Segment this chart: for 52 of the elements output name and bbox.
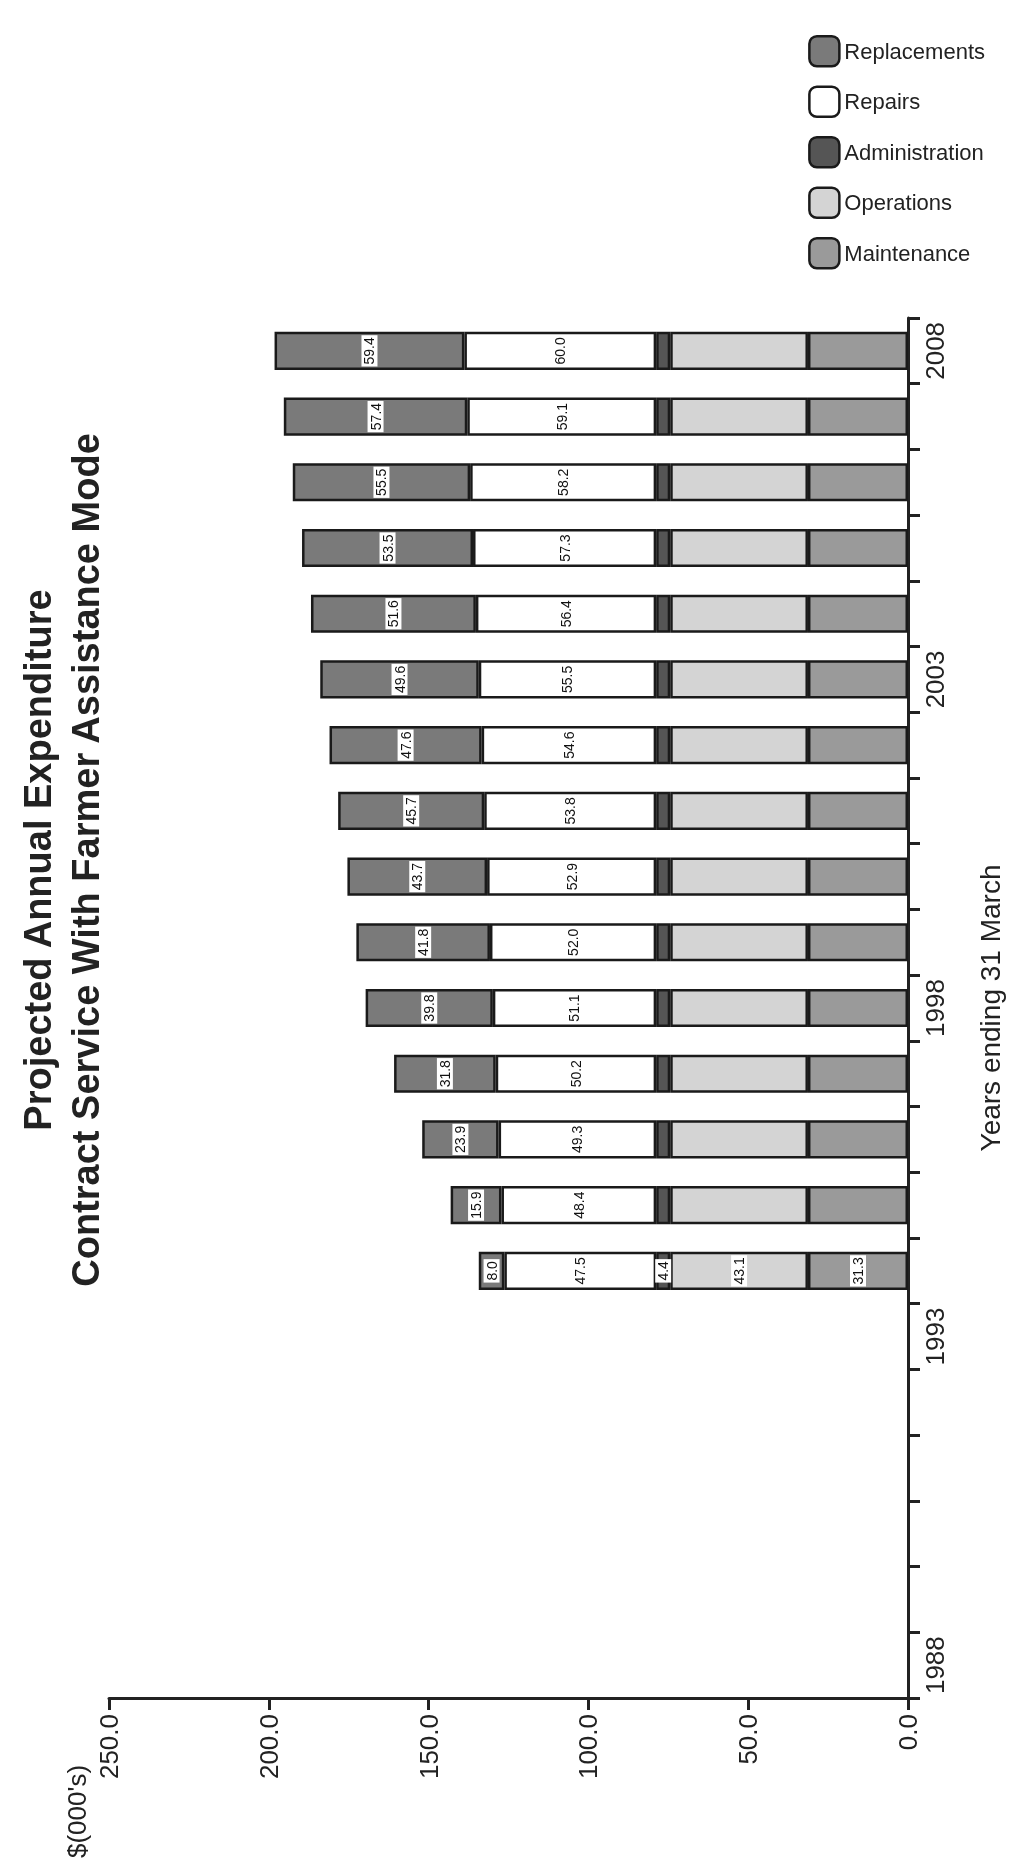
text: Projected Annual Expenditure Contract Service With Farmer Assistance Mode xyxy=(17,433,107,1287)
data-label: 43.7 xyxy=(409,862,426,891)
legend-label: Administration xyxy=(844,139,984,165)
data-label: 58.2 xyxy=(555,468,572,496)
data-label: 49.3 xyxy=(569,1125,586,1154)
data-label: 8.0 xyxy=(483,1260,500,1281)
data-label: 51.1 xyxy=(566,994,583,1022)
data-label: 41.8 xyxy=(415,928,432,956)
data-label: 15.9 xyxy=(468,1191,485,1219)
data-label: 43.1 xyxy=(731,1257,748,1285)
x-tick-label: 0.0 xyxy=(893,1714,923,1751)
data-label: 45.7 xyxy=(403,797,420,825)
data-label: 55.5 xyxy=(373,468,390,496)
x-tick-label: 250.0 xyxy=(94,1714,124,1780)
data-label: 53.5 xyxy=(379,534,396,562)
legend-label: Repairs xyxy=(844,89,921,115)
data-label: 56.4 xyxy=(558,599,575,628)
x-tick-label: 200.0 xyxy=(253,1714,284,1780)
data-label: 23.9 xyxy=(452,1125,469,1154)
data-label: 52.0 xyxy=(565,928,582,956)
data-label: 53.8 xyxy=(562,797,579,825)
y-axis-title: Years ending 31 March xyxy=(974,864,1006,1152)
data-label: 49.6 xyxy=(391,665,408,694)
legend-label: Operations xyxy=(844,190,952,216)
data-label: 60.0 xyxy=(552,337,569,365)
y-tick-label: 1988 xyxy=(920,1636,950,1695)
data-label: 48.4 xyxy=(570,1191,587,1219)
data-label: 50.2 xyxy=(567,1059,584,1088)
y-tick-label: 1993 xyxy=(920,1307,950,1366)
y-tick-label: 2003 xyxy=(920,650,950,709)
data-label: 59.1 xyxy=(553,402,570,431)
data-label: 57.3 xyxy=(556,534,573,562)
legend-label: Replacements xyxy=(844,38,986,64)
data-label: 57.4 xyxy=(367,402,384,431)
legend-label: Maintenance xyxy=(844,240,971,266)
data-label: 31.8 xyxy=(436,1059,453,1088)
x-tick-label: 50.0 xyxy=(733,1714,764,1765)
data-label: 47.6 xyxy=(397,731,414,759)
data-label: 55.5 xyxy=(559,665,576,694)
data-label: 54.6 xyxy=(560,731,577,759)
data-label: 31.3 xyxy=(849,1257,866,1285)
data-label: 59.4 xyxy=(361,337,378,365)
y-tick-label: 2008 xyxy=(920,321,950,380)
x-tick-label: 150.0 xyxy=(413,1714,444,1780)
data-label: 51.6 xyxy=(385,599,402,628)
x-tick-label: 100.0 xyxy=(573,1714,604,1780)
text: $(000's) xyxy=(62,1764,92,1858)
y-tick-label: 1998 xyxy=(920,979,950,1037)
data-label: 52.9 xyxy=(563,862,580,891)
data-label: 4.4 xyxy=(655,1260,672,1281)
data-label: 47.5 xyxy=(572,1257,589,1285)
data-label: 39.8 xyxy=(421,994,438,1022)
